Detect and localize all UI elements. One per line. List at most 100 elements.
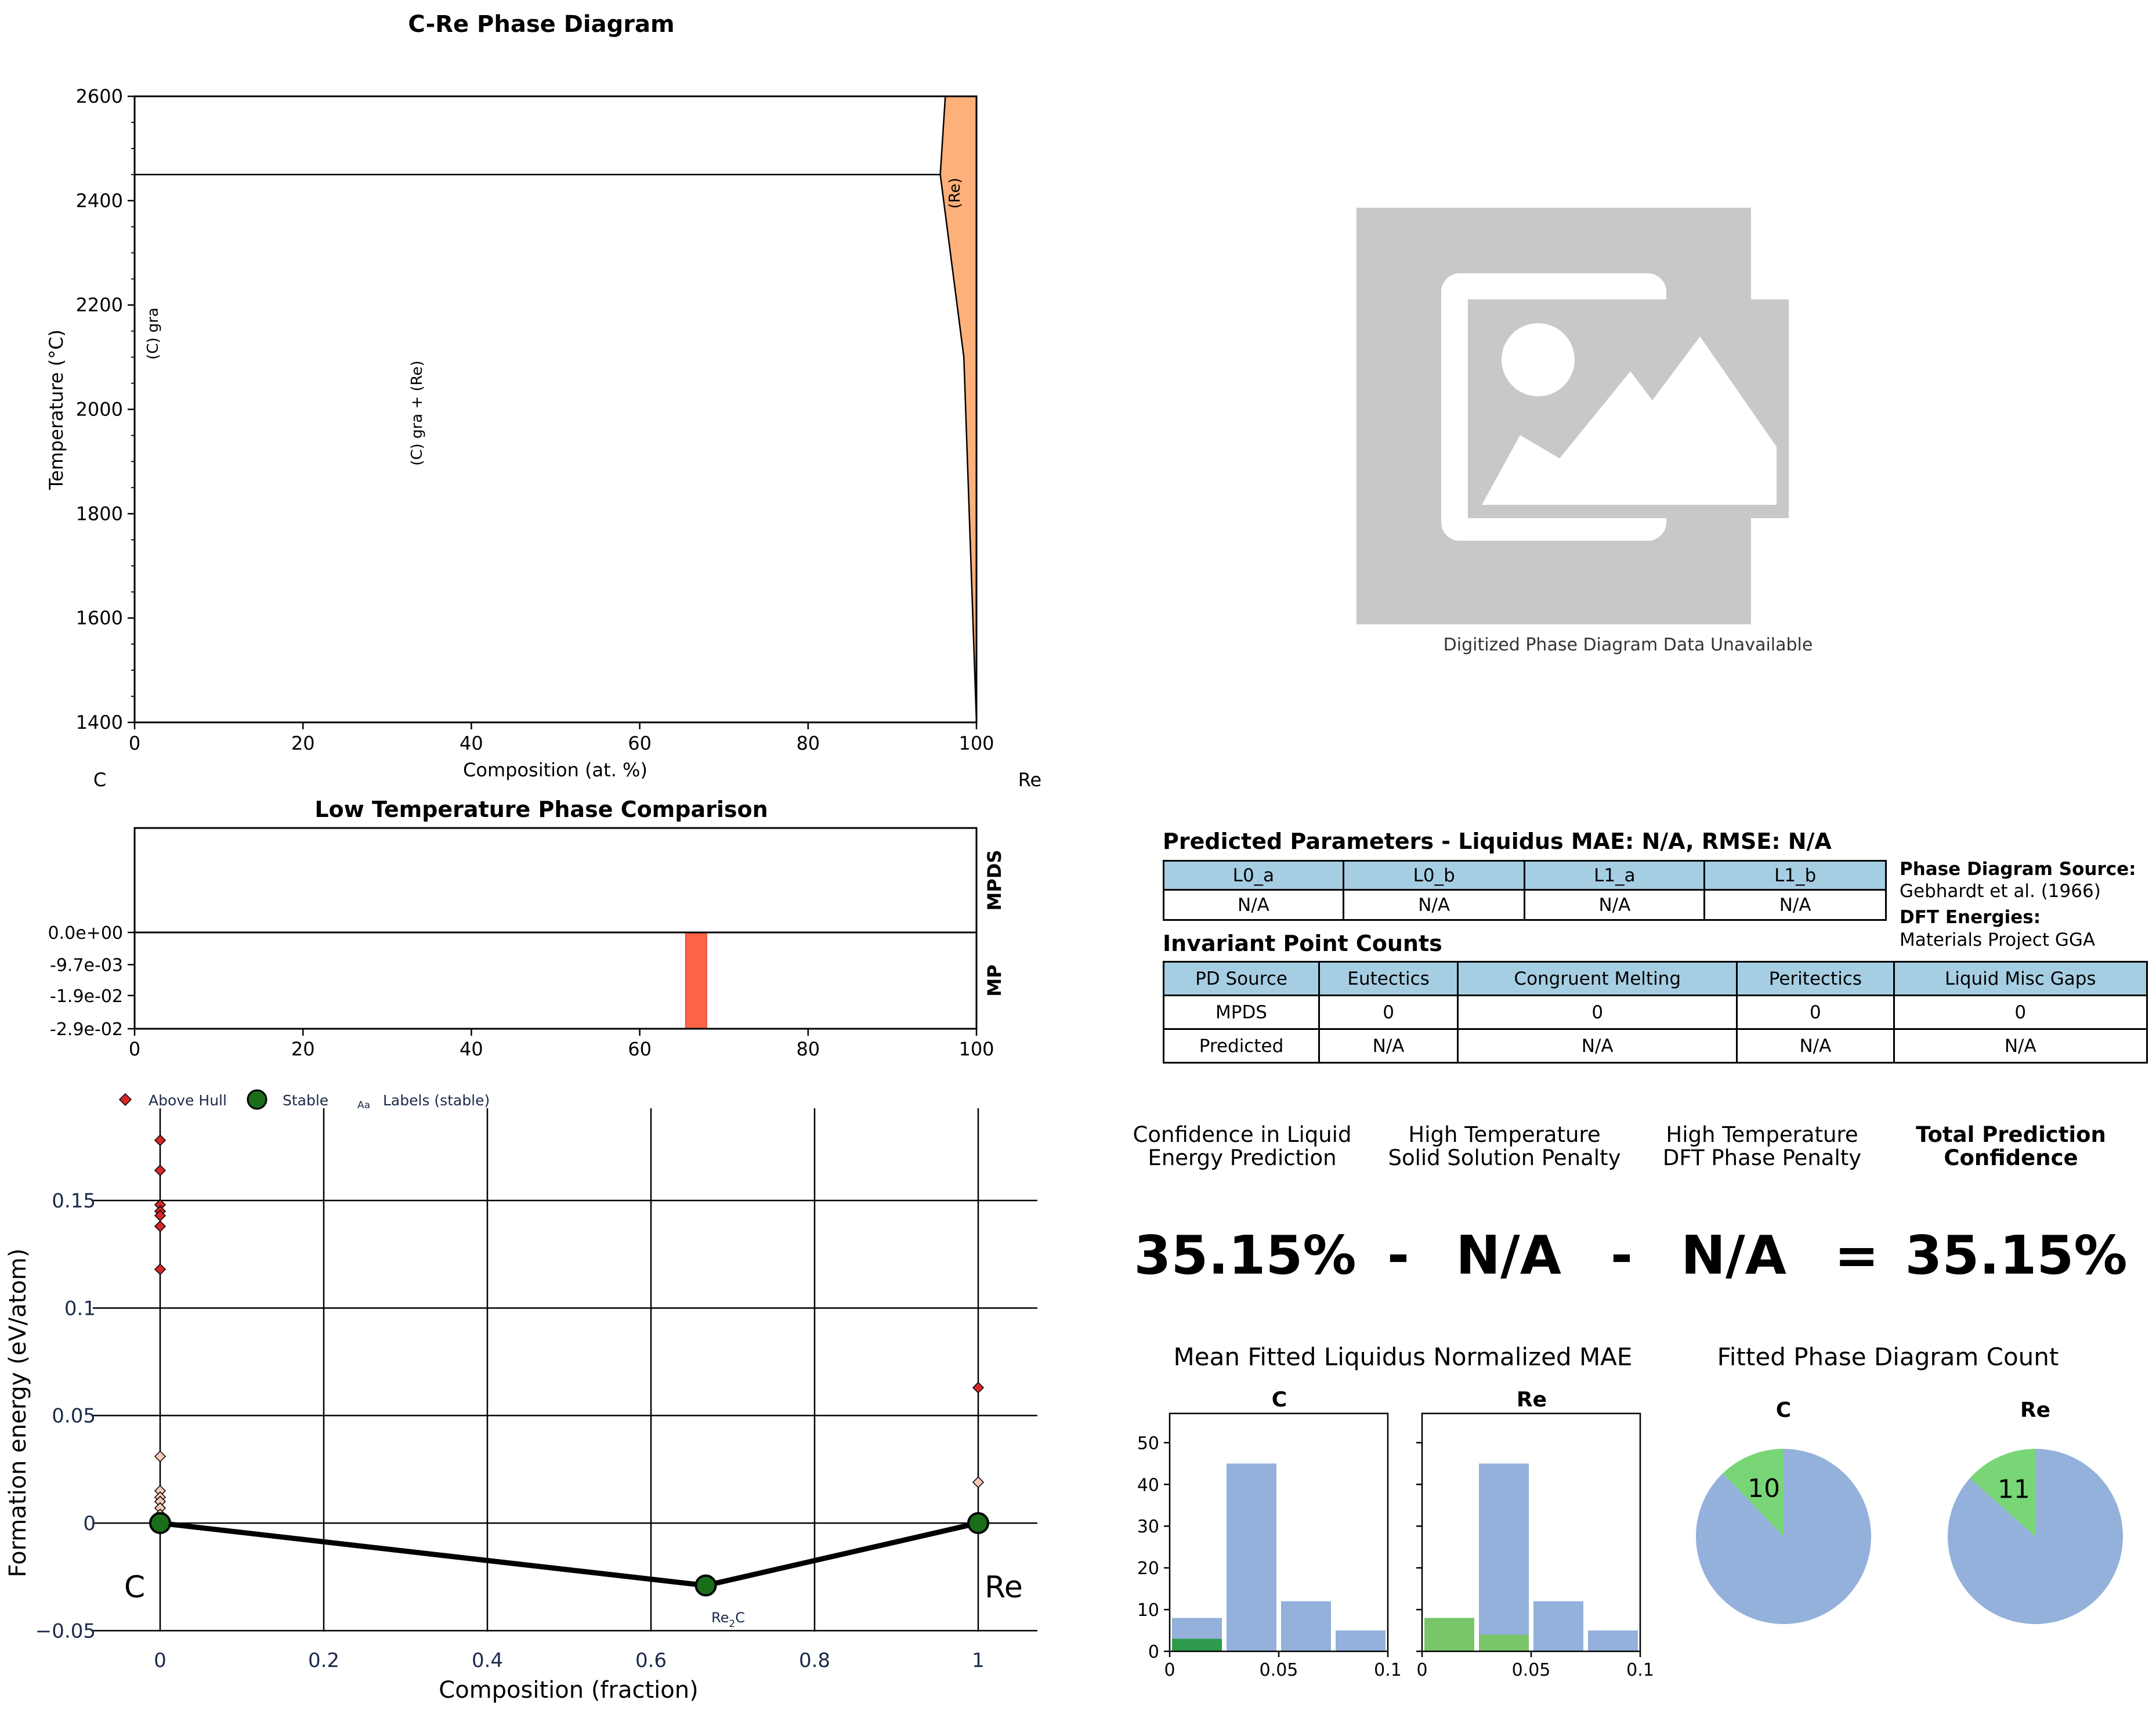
- invariant-cell: 0: [1893, 995, 2148, 1030]
- y-tick-label: 0: [83, 1512, 96, 1535]
- hull-ylabel: Formation energy (eV/atom): [5, 1249, 31, 1578]
- invariant-header-eutectics: Eutectics: [1318, 961, 1459, 996]
- hull-grid: [93, 1108, 1037, 1632]
- above-hull-point: [154, 1165, 167, 1177]
- invariant-title: Invariant Point Counts: [1163, 931, 1442, 956]
- hull-line: [160, 1520, 979, 1589]
- hist-frame: [1421, 1412, 1641, 1652]
- x-tick-label: 0.1: [1374, 1660, 1402, 1680]
- y-tick-label: 0.0e+00: [48, 923, 123, 943]
- mpds-row-label: MPDS: [983, 850, 1005, 911]
- hist-bar: [1479, 1463, 1529, 1651]
- invariant-table: PD Source Eutectics Congruent Melting Pe…: [1162, 961, 2148, 1064]
- above-hull-points: [154, 1134, 985, 1521]
- stable-point: [967, 1512, 989, 1534]
- invariant-cell: 0: [1736, 995, 1895, 1030]
- phase-diagram-title: C-Re Phase Diagram: [408, 11, 674, 38]
- dft-phase-penalty-header: High Temperature DFT Phase Penalty: [1663, 1122, 1861, 1170]
- param-header-l0b: L0_b: [1342, 860, 1526, 891]
- hull-xlabel: Composition (fraction): [439, 1677, 698, 1704]
- above-hull-point: [972, 1382, 985, 1394]
- stable-point: [149, 1512, 171, 1534]
- x-tick-label: 40: [460, 732, 483, 754]
- confidence-summary: Confidence in Liquid Energy Prediction Hi…: [1133, 1122, 2128, 1286]
- hist-bar-selected: [1479, 1635, 1529, 1651]
- invariant-cell: N/A: [1736, 1028, 1895, 1064]
- pd-source-value: Gebhardt et al. (1966): [1900, 881, 2101, 902]
- param-value-l1b: N/A: [1703, 889, 1887, 921]
- invariant-header-source: PD Source: [1162, 961, 1321, 996]
- solid-solution-penalty-value: N/A: [1456, 1224, 1561, 1286]
- hull-left-element: C: [124, 1570, 145, 1605]
- phase-diagram: C-Re Phase Diagram 1400 1600 1800 2000 2200 2…: [45, 11, 1041, 791]
- y-tick-label: 1600: [76, 607, 123, 629]
- invariant-header-congruent: Congruent Melting: [1457, 961, 1738, 996]
- hull-legend: Above Hull Stable Aa Labels (stable): [118, 1089, 490, 1111]
- low-temp-x-ticks: 0 20 40 60 80 100: [129, 1029, 994, 1060]
- hist-bar: [1533, 1601, 1583, 1651]
- labels-legend-label: Labels (stable): [383, 1092, 490, 1109]
- x-tick-label: 100: [958, 732, 994, 754]
- mp-row-label: MP: [983, 964, 1005, 996]
- region-label-re: (Re): [946, 178, 964, 208]
- low-temp-y-ticks: 0.0e+00 -9.7e-03 -1.9e-02 -2.9e-02: [48, 923, 135, 1040]
- pd-source-label: Phase Diagram Source:: [1900, 859, 2136, 880]
- x-tick-label: 0: [1164, 1660, 1175, 1680]
- pie-c-title: C: [1776, 1398, 1791, 1422]
- hist-bar-selected: [1172, 1639, 1222, 1651]
- operator-minus-2: -: [1611, 1224, 1633, 1286]
- confidence-liquid-value: 35.15%: [1134, 1224, 1356, 1286]
- stable-legend-label: Stable: [283, 1092, 328, 1109]
- x-tick-label: 80: [796, 732, 820, 754]
- params-header-row: L0_a L0_b L1_a L1_b: [1163, 860, 1887, 891]
- invariant-header-misc-gaps: Liquid Misc Gaps: [1893, 961, 2148, 996]
- invariant-cell: MPDS: [1162, 995, 1321, 1030]
- dft-phase-penalty-value: N/A: [1681, 1224, 1786, 1286]
- placeholder-caption: Digitized Phase Diagram Data Unavailable: [1444, 635, 1813, 655]
- labels-legend-icon: Aa: [357, 1100, 370, 1111]
- hist-panel-c-title: C: [1272, 1388, 1287, 1412]
- x-tick-label: 0: [1416, 1660, 1427, 1680]
- pie-slice-label: 11: [1998, 1474, 2030, 1504]
- phase-diagram-ylabel: Temperature (°C): [45, 330, 67, 490]
- phase-diagram-frame: [133, 95, 978, 724]
- total-confidence-header: Total Prediction Confidence: [1916, 1122, 2106, 1170]
- y-tick-label: 50: [1137, 1433, 1159, 1453]
- above-hull-point: [154, 1134, 167, 1147]
- pd-count-pies: Fitted Phase Diagram Count C Re 10 11: [1696, 1343, 2124, 1624]
- hull-ticks: 0 0.2 0.4 0.6 0.8 1 0.15 0.1 0.05 0 −0.05: [35, 1189, 985, 1672]
- invariant-header-row: PD Source Eutectics Congruent Melting Pe…: [1162, 961, 2148, 996]
- operator-equals: =: [1834, 1224, 1879, 1286]
- y-tick-label: -9.7e-03: [50, 956, 123, 976]
- pie-re: 11: [1948, 1449, 2124, 1624]
- hist-bar-selected: [1424, 1618, 1474, 1651]
- params-value-row: N/A N/A N/A N/A: [1163, 889, 1887, 921]
- dft-source-label: DFT Energies:: [1900, 907, 2041, 928]
- phase-diagram-y-ticks: 1400 1600 1800 2000 2200 2400 2600: [76, 85, 135, 733]
- x-tick-label: 0.1: [1626, 1660, 1654, 1680]
- invariant-cell: N/A: [1893, 1028, 2148, 1064]
- pie-slice: [1948, 1449, 2124, 1624]
- hist-bar: [1227, 1463, 1276, 1651]
- x-tick-label: 0: [129, 1038, 140, 1060]
- x-tick-label: 100: [958, 1038, 994, 1060]
- y-tick-label: 2600: [76, 85, 123, 107]
- above-hull-point: [154, 1220, 167, 1232]
- hist-bar: [1336, 1630, 1386, 1651]
- y-tick-label: 30: [1137, 1517, 1159, 1537]
- hist-panel-re: 0 0.05 0.1: [1416, 1412, 1654, 1680]
- pie-slice: [1723, 1449, 1784, 1536]
- y-tick-label: 20: [1137, 1558, 1159, 1579]
- mae-histograms: Mean Fitted Liquidus Normalized MAE C Re…: [1137, 1343, 1654, 1680]
- operator-minus-1: -: [1387, 1224, 1409, 1286]
- region-label-c-gra: (C) gra: [144, 308, 162, 360]
- above-hull-point: [972, 1476, 985, 1488]
- mp-panel-frame: [133, 931, 978, 1030]
- invariant-row-predicted: Predicted N/A N/A N/A N/A: [1162, 1028, 2148, 1064]
- y-tick-label: 0.1: [64, 1297, 96, 1320]
- x-tick-label: 20: [291, 1038, 315, 1060]
- stable-points: [149, 1512, 989, 1597]
- x-tick-label: 0.05: [1260, 1660, 1298, 1680]
- y-tick-label: 40: [1137, 1475, 1159, 1495]
